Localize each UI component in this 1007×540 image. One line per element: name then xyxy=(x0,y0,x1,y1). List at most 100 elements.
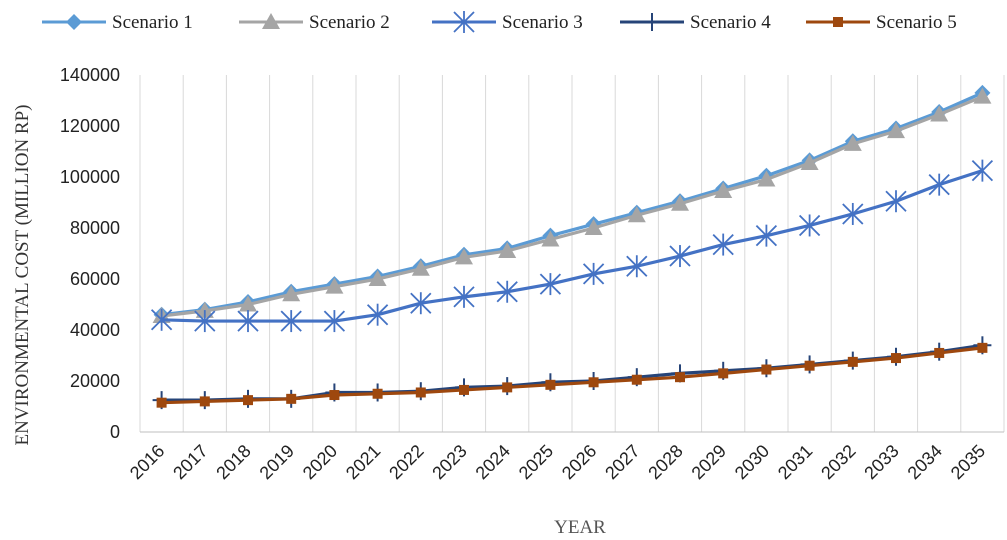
x-tick-label: 2017 xyxy=(169,441,211,483)
data-point xyxy=(804,360,815,371)
data-point xyxy=(582,262,605,285)
data-point xyxy=(239,295,257,312)
legend-item-1: Scenario 1 xyxy=(42,12,193,33)
data-point xyxy=(631,374,642,385)
data-point xyxy=(588,377,599,388)
y-tick-label: 0 xyxy=(110,422,120,442)
x-tick-label: 2023 xyxy=(428,441,470,483)
data-point xyxy=(757,170,776,187)
data-point xyxy=(194,310,216,333)
x-tick-label: 2022 xyxy=(385,441,427,483)
data-point xyxy=(712,233,734,256)
data-point xyxy=(627,206,646,223)
legend-label: Scenario 1 xyxy=(112,12,193,33)
data-point xyxy=(928,173,950,196)
x-tick-label: 2027 xyxy=(601,441,643,483)
y-tick-label: 120000 xyxy=(60,116,120,136)
x-tick-label: 2034 xyxy=(904,441,946,483)
data-point xyxy=(671,194,689,211)
data-point xyxy=(847,356,858,367)
legend-item-3: Scenario 3 xyxy=(432,11,583,33)
data-point xyxy=(496,280,518,303)
data-point xyxy=(843,134,862,151)
data-point xyxy=(195,301,214,318)
legend-item-2: Scenario 2 xyxy=(239,12,390,33)
series-3 xyxy=(150,159,994,333)
data-point xyxy=(541,230,560,247)
x-tick-label: 2032 xyxy=(817,441,859,483)
legend-label: Scenario 5 xyxy=(876,12,957,33)
data-point xyxy=(199,396,210,407)
x-tick-label: 2030 xyxy=(731,441,773,483)
data-point xyxy=(626,255,648,278)
legend-marker xyxy=(453,11,475,33)
data-point xyxy=(325,277,344,294)
series-line xyxy=(161,95,984,318)
x-tick-label: 2020 xyxy=(299,441,341,483)
y-tick-label: 60000 xyxy=(70,269,120,289)
data-point xyxy=(243,395,253,406)
data-point xyxy=(891,353,901,364)
data-point xyxy=(714,182,733,199)
data-point xyxy=(237,310,259,333)
data-point xyxy=(329,390,340,401)
data-point xyxy=(798,214,821,237)
data-point xyxy=(498,241,517,258)
x-tick-label: 2021 xyxy=(342,441,384,483)
legend-item-5: Scenario 5 xyxy=(806,12,957,33)
y-axis-title: ENVIRONMENTAL COST (MILLION RP) xyxy=(12,105,33,446)
y-axis-tick-labels: 0 20000 40000 60000 80000 100000 120000 140000 xyxy=(60,65,120,442)
legend-marker xyxy=(643,13,661,31)
y-tick-label: 20000 xyxy=(70,371,120,391)
data-point xyxy=(973,87,992,104)
data-point xyxy=(366,303,389,326)
data-point xyxy=(323,310,346,333)
x-tick-label: 2025 xyxy=(515,441,557,483)
legend: Scenario 1 Scenario 2 Scenario 3 Scenario 4… xyxy=(42,11,957,33)
x-tick-label: 2031 xyxy=(774,441,816,483)
y-tick-label: 80000 xyxy=(70,218,120,238)
data-point xyxy=(584,219,603,235)
data-point xyxy=(887,122,905,139)
data-point xyxy=(280,310,302,333)
x-tick-label: 2028 xyxy=(644,441,686,483)
data-point xyxy=(410,292,432,315)
x-tick-label: 2026 xyxy=(558,441,600,483)
x-axis-title: YEAR xyxy=(554,517,606,538)
legend-marker xyxy=(262,13,280,29)
x-tick-label: 2024 xyxy=(472,441,514,483)
x-tick-label: 2035 xyxy=(947,441,989,483)
data-point xyxy=(755,224,778,247)
legend-label: Scenario 2 xyxy=(309,12,390,33)
data-point xyxy=(885,190,907,213)
data-point xyxy=(156,397,167,408)
series-5 xyxy=(156,342,988,408)
x-axis-tick-labels: 2016 2017 2018 2019 2020 2021 2022 2023 2024 2025… xyxy=(126,441,989,483)
data-point xyxy=(669,245,691,268)
series-group xyxy=(150,84,994,410)
data-point xyxy=(930,105,949,122)
series-line xyxy=(161,91,984,317)
series-line xyxy=(161,346,983,405)
data-point xyxy=(286,393,297,404)
data-point xyxy=(455,248,473,265)
vertical-gridlines xyxy=(139,75,1005,432)
legend-item-4: Scenario 4 xyxy=(620,12,771,33)
data-point xyxy=(539,273,562,296)
data-point xyxy=(934,347,945,358)
y-tick-label: 140000 xyxy=(60,65,120,85)
x-tick-label: 2018 xyxy=(212,441,254,483)
legend-marker xyxy=(833,17,843,27)
data-point xyxy=(718,368,729,379)
data-point xyxy=(502,382,513,393)
data-point xyxy=(453,285,475,308)
data-point xyxy=(971,159,994,182)
y-tick-label: 40000 xyxy=(70,320,120,340)
series-2 xyxy=(152,87,992,323)
data-point xyxy=(368,270,387,286)
data-point xyxy=(282,285,301,302)
y-tick-label: 100000 xyxy=(60,167,120,187)
legend-label: Scenario 4 xyxy=(690,12,771,33)
x-tick-label: 2033 xyxy=(860,441,902,483)
